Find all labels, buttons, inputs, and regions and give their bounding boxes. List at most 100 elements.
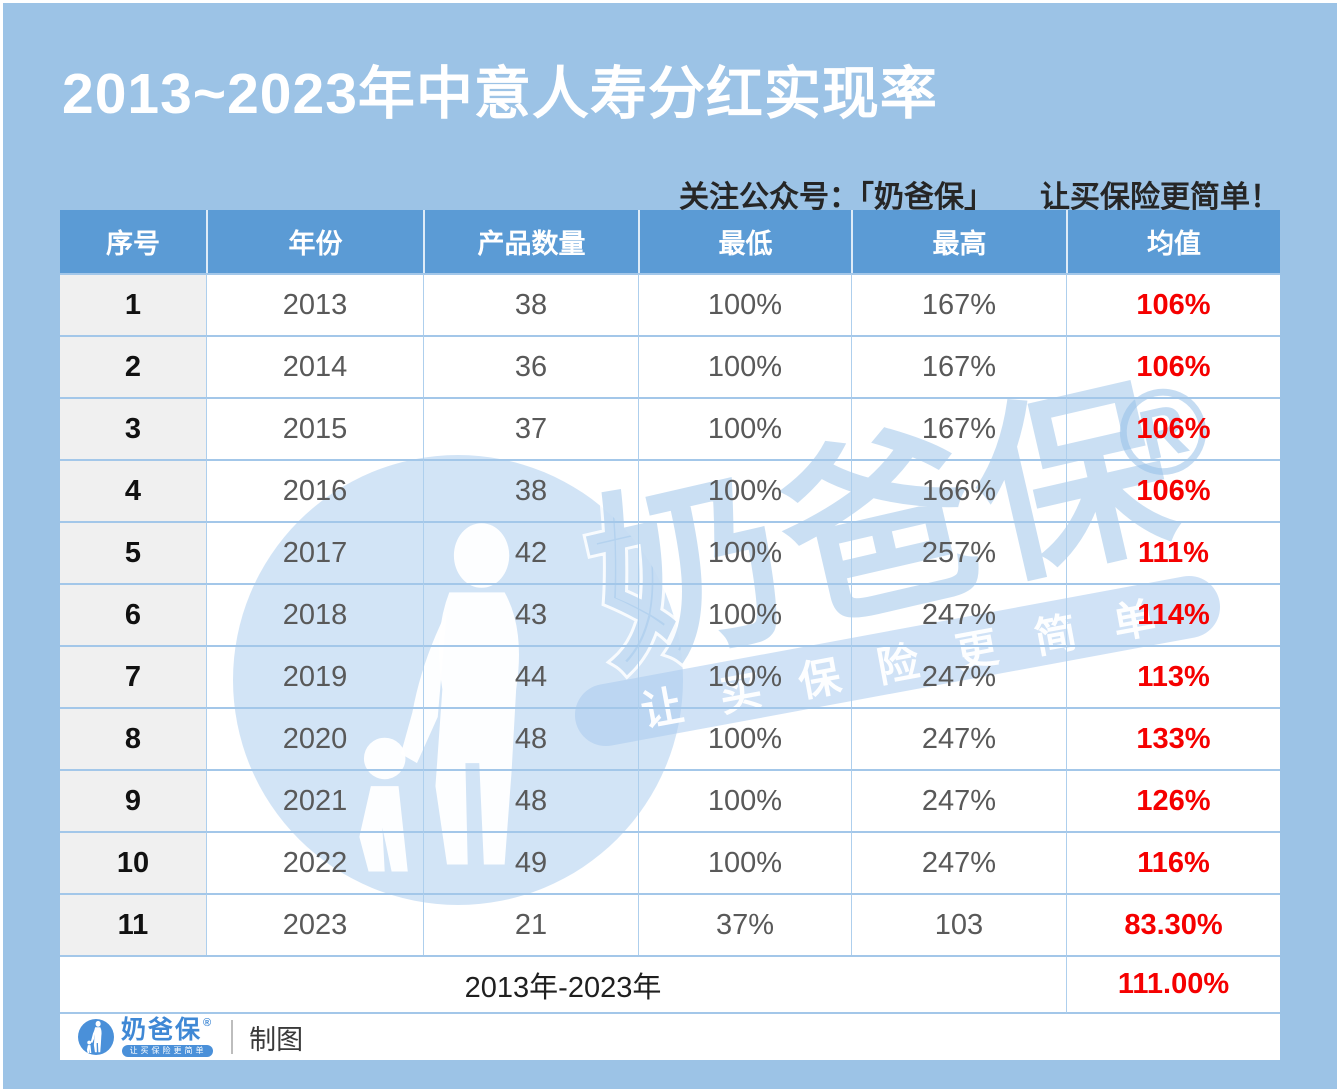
cell-avg: 106%: [1066, 459, 1280, 521]
cell-year: 2021: [206, 769, 423, 831]
cell-min: 100%: [638, 459, 851, 521]
cell-year: 2015: [206, 397, 423, 459]
cell-max: 247%: [851, 831, 1066, 893]
table-row: 8 2020 48 100% 247% 133%: [60, 707, 1280, 769]
cell-min: 100%: [638, 769, 851, 831]
cell-max: 247%: [851, 769, 1066, 831]
subtitle-slogan: 让买保险更简单！: [1040, 181, 1280, 214]
cell-max: 247%: [851, 583, 1066, 645]
cell-min: 100%: [638, 707, 851, 769]
subtitle: 关注公众号：「奶爸保」 让买保险更简单！: [679, 172, 1280, 216]
cell-max: 247%: [851, 645, 1066, 707]
cell-avg: 106%: [1066, 397, 1280, 459]
cell-max: 247%: [851, 707, 1066, 769]
page-title: 2013~2023年中意人寿分红实现率: [62, 62, 938, 126]
cell-year: 2020: [206, 707, 423, 769]
cell-min: 100%: [638, 645, 851, 707]
cell-min: 100%: [638, 831, 851, 893]
cell-index: 5: [60, 521, 206, 583]
cell-count: 38: [423, 273, 638, 335]
cell-min: 37%: [638, 893, 851, 955]
cell-year: 2022: [206, 831, 423, 893]
cell-year: 2018: [206, 583, 423, 645]
cell-index: 11: [60, 893, 206, 955]
cell-year: 2017: [206, 521, 423, 583]
cell-avg: 83.30%: [1066, 893, 1280, 955]
cell-index: 6: [60, 583, 206, 645]
cell-min: 100%: [638, 583, 851, 645]
cell-index: 7: [60, 645, 206, 707]
cell-max: 167%: [851, 273, 1066, 335]
table-card: 奶爸保 ® 让买保险更简单 序号 年份 产品数量 最低 最高 均值 1 2013…: [60, 210, 1280, 1060]
brand-slogan-pill: 让买保险更简单: [121, 1044, 213, 1057]
cell-avg: 114%: [1066, 583, 1280, 645]
table-header-row: 序号 年份 产品数量 最低 最高 均值: [60, 210, 1280, 273]
table-row: 6 2018 43 100% 247% 114%: [60, 583, 1280, 645]
cell-year: 2013: [206, 273, 423, 335]
brand-name-text: 奶爸保: [121, 1015, 203, 1044]
cell-max: 167%: [851, 397, 1066, 459]
cell-max: 166%: [851, 459, 1066, 521]
header-min: 最低: [638, 210, 851, 273]
footer-average-value: 111.00%: [1066, 955, 1280, 1014]
header-product-count: 产品数量: [423, 210, 638, 273]
cell-min: 100%: [638, 397, 851, 459]
cell-count: 36: [423, 335, 638, 397]
cell-count: 42: [423, 521, 638, 583]
subtitle-follow-account: 关注公众号：「奶爸保」: [679, 181, 994, 214]
cell-count: 37: [423, 397, 638, 459]
footer-range-label: 2013年-2023年: [60, 955, 1066, 1014]
divider: [231, 1020, 234, 1054]
cell-index: 3: [60, 397, 206, 459]
header-max: 最高: [851, 210, 1066, 273]
cell-year: 2014: [206, 335, 423, 397]
cell-count: 49: [423, 831, 638, 893]
cell-min: 100%: [638, 335, 851, 397]
cell-count: 21: [423, 893, 638, 955]
cell-index: 2: [60, 335, 206, 397]
cell-index: 10: [60, 831, 206, 893]
table-row: 1 2013 38 100% 167% 106%: [60, 273, 1280, 335]
brand-logo-icon: [78, 1019, 114, 1055]
cell-avg: 106%: [1066, 335, 1280, 397]
brand-name: 奶爸保 ®: [121, 1015, 214, 1044]
table-row: 3 2015 37 100% 167% 106%: [60, 397, 1280, 459]
table-row: 11 2023 21 37% 103 83.30%: [60, 893, 1280, 955]
cell-year: 2023: [206, 893, 423, 955]
table-row: 7 2019 44 100% 247% 113%: [60, 645, 1280, 707]
cell-max: 167%: [851, 335, 1066, 397]
cell-avg: 126%: [1066, 769, 1280, 831]
cell-avg: 133%: [1066, 707, 1280, 769]
credit-label: 制图: [249, 1024, 304, 1055]
cell-avg: 116%: [1066, 831, 1280, 893]
cell-avg: 111%: [1066, 521, 1280, 583]
cell-count: 38: [423, 459, 638, 521]
header-year: 年份: [206, 210, 423, 273]
table-row: 9 2021 48 100% 247% 126%: [60, 769, 1280, 831]
header-index: 序号: [60, 210, 206, 273]
cell-max: 103: [851, 893, 1066, 955]
cell-index: 8: [60, 707, 206, 769]
registered-mark-icon: ®: [203, 1016, 214, 1029]
dividend-table: 序号 年份 产品数量 最低 最高 均值 1 2013 38 100% 167% …: [60, 210, 1280, 1014]
cell-index: 9: [60, 769, 206, 831]
table-row: 2 2014 36 100% 167% 106%: [60, 335, 1280, 397]
cell-count: 43: [423, 583, 638, 645]
cell-index: 4: [60, 459, 206, 521]
cell-avg: 106%: [1066, 273, 1280, 335]
cell-max: 257%: [851, 521, 1066, 583]
cell-year: 2019: [206, 645, 423, 707]
parent-child-silhouette-icon: [86, 1020, 102, 1053]
cell-count: 44: [423, 645, 638, 707]
brand-logo-text: 奶爸保 ® 让买保险更简单: [121, 1015, 214, 1057]
cell-avg: 113%: [1066, 645, 1280, 707]
table-row: 5 2017 42 100% 257% 111%: [60, 521, 1280, 583]
cell-min: 100%: [638, 273, 851, 335]
cell-year: 2016: [206, 459, 423, 521]
cell-index: 1: [60, 273, 206, 335]
brand-footer: 奶爸保 ® 让买保险更简单 制图: [60, 1014, 1280, 1060]
cell-count: 48: [423, 769, 638, 831]
cell-min: 100%: [638, 521, 851, 583]
table-row: 10 2022 49 100% 247% 116%: [60, 831, 1280, 893]
